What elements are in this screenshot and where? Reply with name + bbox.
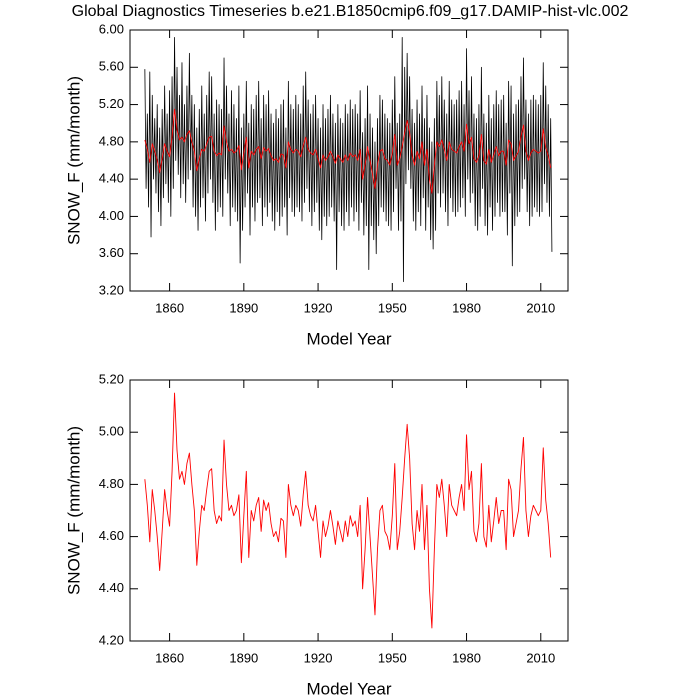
plot-frame bbox=[129, 379, 569, 642]
y-tick-label: 4.40 bbox=[99, 580, 124, 595]
x-tick-label: 1980 bbox=[452, 300, 481, 315]
x-tick-label: 1980 bbox=[452, 650, 481, 665]
x-axis-title: Model Year bbox=[306, 679, 391, 698]
x-tick-label: 1950 bbox=[378, 300, 407, 315]
y-tick-label: 6.00 bbox=[99, 21, 124, 36]
y-tick-label: 4.00 bbox=[99, 208, 124, 223]
data-line bbox=[144, 37, 553, 283]
x-tick-label: 1860 bbox=[155, 650, 184, 665]
y-axis-title: SNOW_F (mm/month) bbox=[64, 426, 83, 595]
y-tick-label: 5.20 bbox=[99, 371, 124, 386]
data-line bbox=[144, 108, 552, 194]
y-tick-label: 4.80 bbox=[99, 133, 124, 148]
x-tick-label: 1950 bbox=[378, 650, 407, 665]
x-tick-label: 1920 bbox=[304, 650, 333, 665]
x-tick-label: 1860 bbox=[155, 300, 184, 315]
y-tick-label: 5.60 bbox=[99, 59, 124, 74]
x-tick-label: 2010 bbox=[526, 300, 555, 315]
y-tick-label: 4.20 bbox=[99, 632, 124, 647]
chart-title: Global Diagnostics Timeseries b.e21.B185… bbox=[72, 3, 629, 20]
x-axis-title: Model Year bbox=[306, 329, 391, 348]
plot-frame bbox=[129, 29, 569, 292]
data-line bbox=[144, 392, 552, 629]
y-tick-label: 4.80 bbox=[99, 476, 124, 491]
y-tick-label: 3.60 bbox=[99, 245, 124, 260]
x-tick-label: 1920 bbox=[304, 300, 333, 315]
x-tick-label: 2010 bbox=[526, 650, 555, 665]
plot-area bbox=[144, 37, 553, 283]
panel: 1860 1890 1920 1950 1980 2010 3.20 3.60 4.00 4.40… bbox=[64, 21, 569, 348]
x-tick-label: 1890 bbox=[229, 650, 258, 665]
x-tick-label: 1890 bbox=[229, 300, 258, 315]
y-tick-label: 4.60 bbox=[99, 528, 124, 543]
panel: 1860 1890 1920 1950 1980 2010 4.20 4.40 4.60 4.80… bbox=[64, 371, 569, 698]
y-tick-label: 5.20 bbox=[99, 96, 124, 111]
y-tick-label: 3.20 bbox=[99, 282, 124, 297]
y-tick-label: 5.00 bbox=[99, 424, 124, 439]
y-axis-title: SNOW_F (mm/month) bbox=[64, 76, 83, 245]
y-tick-label: 4.40 bbox=[99, 171, 124, 186]
plot-area bbox=[144, 392, 552, 629]
